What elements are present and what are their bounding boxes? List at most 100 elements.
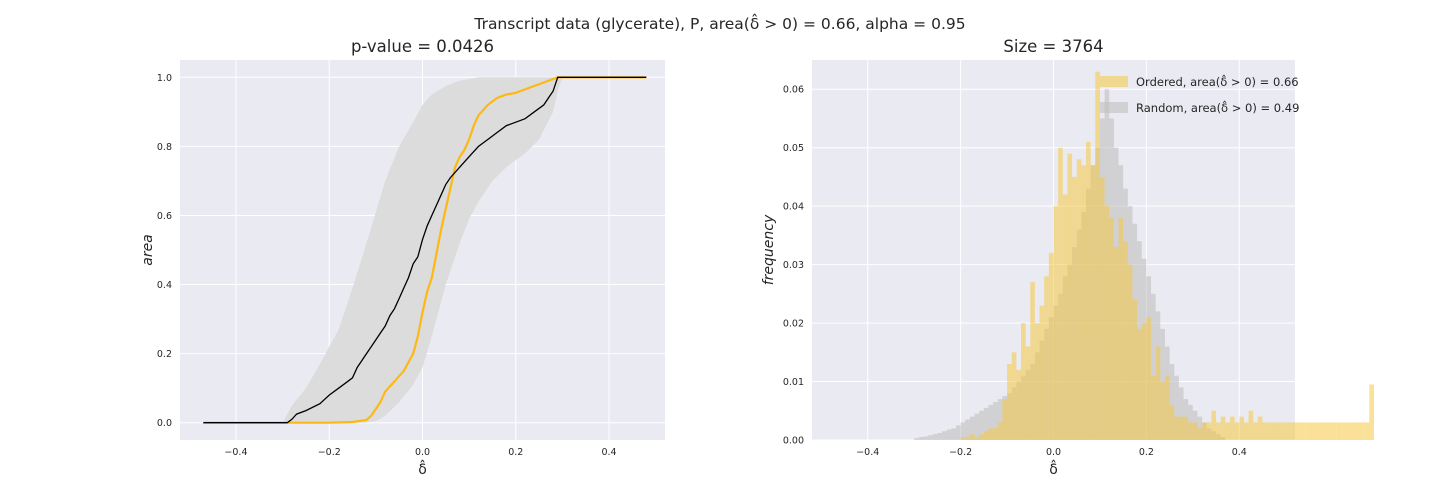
ordered-bar	[1267, 422, 1272, 440]
ordered-bar	[1127, 264, 1133, 440]
ordered-bar	[965, 437, 970, 440]
ordered-bar	[1183, 416, 1189, 440]
ordered-bar	[1169, 404, 1175, 440]
ordered-bar	[1044, 276, 1049, 440]
right-xlabel: δ̂	[1049, 459, 1058, 478]
ordered-bar	[1155, 346, 1161, 440]
ordered-bar	[1039, 305, 1045, 440]
ordered-bar	[1336, 422, 1342, 440]
ordered-bar	[1248, 410, 1254, 440]
ordered-bar	[1346, 422, 1351, 440]
random-bar	[1174, 375, 1179, 440]
ordered-bar	[1276, 422, 1282, 440]
left-xtick-label: −0.4	[224, 447, 247, 458]
ordered-bar	[1164, 375, 1170, 440]
ordered-bar	[1327, 422, 1333, 440]
random-bar	[969, 416, 975, 440]
random-bar	[923, 436, 929, 440]
random-bar	[928, 435, 933, 440]
ordered-bar	[1174, 416, 1179, 440]
random-bar	[974, 413, 980, 440]
right-axes: −0.4 −0.2 0.0 0.2 0.4 0.00 0.01 0.02 0.03 0.04 0.0…	[761, 37, 1374, 478]
ordered-bar	[974, 437, 980, 440]
legend-ordered-swatch	[1100, 76, 1128, 87]
ordered-bar	[1090, 165, 1096, 441]
random-bar	[955, 425, 961, 440]
ordered-bar	[1113, 247, 1119, 440]
ordered-bar	[1304, 422, 1309, 440]
ordered-bar	[1313, 422, 1319, 440]
left-ticks: −0.4 −0.2 0.0 0.2 0.4 0.0 0.2 0.4 0.6 0.8 1.0	[157, 73, 617, 458]
legend-random-swatch	[1100, 102, 1128, 113]
ordered-bar	[1290, 422, 1295, 440]
ordered-bar	[1137, 328, 1142, 440]
ordered-bar	[1220, 416, 1226, 440]
ordered-bar	[1178, 416, 1184, 440]
random-bar	[965, 419, 970, 440]
random-bar	[1169, 364, 1175, 440]
ordered-bar	[1211, 410, 1217, 440]
ordered-bar	[1281, 422, 1286, 440]
right-ytick-label: 0.05	[783, 143, 804, 154]
ordered-bar	[1099, 176, 1105, 441]
ordered-bar	[1118, 217, 1124, 440]
left-ytick-label: 1.0	[157, 73, 172, 84]
right-ylabel: frequency	[761, 214, 777, 285]
ordered-bar	[993, 428, 998, 440]
ordered-bar	[1132, 299, 1138, 440]
ordered-bar	[1369, 384, 1374, 440]
ordered-bar	[1360, 422, 1365, 440]
legend-ordered-label: Ordered, area(δ̂ > 0) = 0.66	[1136, 73, 1299, 89]
ordered-bar	[1322, 422, 1328, 440]
ordered-bar	[1030, 282, 1035, 440]
right-ytick-label: 0.02	[783, 319, 804, 330]
random-bar	[979, 410, 984, 440]
right-xtick-label: −0.2	[949, 447, 972, 458]
ordered-bar	[1202, 422, 1207, 440]
ordered-bar	[1216, 422, 1221, 440]
ordered-bar	[1081, 165, 1087, 441]
legend-random-label: Random, area(δ̂ > 0) = 0.49	[1136, 99, 1299, 115]
left-ordered-curve	[203, 76, 647, 424]
ordered-bar	[1299, 422, 1305, 440]
random-bar	[1178, 387, 1184, 440]
ordered-bar	[1053, 206, 1059, 440]
left-ytick-label: 0.2	[157, 349, 172, 360]
ordered-bar	[979, 434, 984, 440]
ordered-bar	[1192, 422, 1198, 440]
ordered-bar	[1007, 364, 1012, 440]
ordered-bar	[1034, 323, 1040, 440]
ordered-bar	[988, 428, 994, 440]
ordered-bar	[1308, 422, 1314, 440]
random-bar	[960, 422, 966, 440]
ordered-bar	[1350, 422, 1356, 440]
ordered-bar	[1188, 422, 1193, 440]
right-ticks: −0.4 −0.2 0.0 0.2 0.4 0.00 0.01 0.02 0.03 0.04 0.0…	[783, 85, 1247, 458]
ordered-bar	[1197, 428, 1203, 440]
legend: Ordered, area(δ̂ > 0) = 0.66 Random, are…	[1100, 73, 1299, 115]
ordered-bar	[1262, 422, 1268, 440]
random-bar	[914, 438, 919, 440]
ordered-bar	[1020, 323, 1026, 440]
random-bar	[997, 399, 1003, 440]
ordered-bar	[969, 434, 975, 440]
ordered-bar	[983, 431, 989, 440]
left-ytick-label: 0.6	[157, 211, 172, 222]
ordered-bar	[1141, 323, 1147, 440]
ordered-bar	[1318, 422, 1323, 440]
right-title: Size = 3764	[1003, 37, 1103, 56]
random-bar	[988, 404, 994, 440]
right-xtick-label: 0.2	[1139, 447, 1154, 458]
right-xtick-label: 0.0	[1046, 447, 1061, 458]
suptitle: Transcript data (glycerate), P, area(δ̂ …	[473, 13, 965, 33]
random-bar	[951, 428, 956, 440]
ordered-bar	[1146, 317, 1152, 440]
ordered-bar	[1206, 422, 1212, 440]
left-title: p-value = 0.0426	[351, 37, 494, 56]
ordered-bar	[1151, 375, 1156, 440]
random-bar	[983, 407, 989, 440]
ordered-bar	[1239, 416, 1244, 440]
left-xlabel: δ̂	[418, 459, 427, 478]
random-bar	[946, 429, 952, 440]
